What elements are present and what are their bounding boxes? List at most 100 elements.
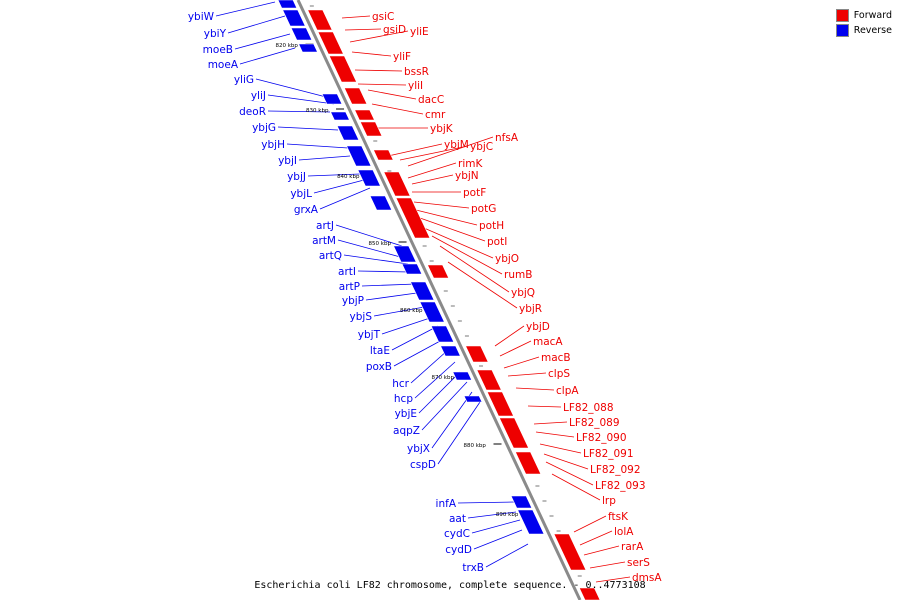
gene-label-trxB[interactable]: trxB <box>462 562 484 574</box>
reverse-gene-block[interactable] <box>336 125 360 141</box>
forward-gene-block[interactable] <box>427 264 450 279</box>
legend-item-reverse[interactable]: Reverse <box>835 23 892 38</box>
forward-gene-block[interactable] <box>307 9 333 31</box>
reverse-gene-block[interactable] <box>510 495 533 509</box>
reverse-gene-block[interactable] <box>393 245 417 263</box>
reverse-gene-block[interactable] <box>410 281 435 301</box>
forward-gene-block[interactable] <box>498 417 530 449</box>
reverse-gene-block[interactable] <box>369 195 393 211</box>
gene-label-ybjS[interactable]: ybjS <box>350 311 373 323</box>
gene-label-yliJ[interactable]: yliJ <box>251 90 266 102</box>
gene-label-artP[interactable]: artP <box>339 281 360 293</box>
gene-label-LF82_088[interactable]: LF82_088 <box>563 402 614 414</box>
gene-label-LF82_093[interactable]: LF82_093 <box>595 480 646 492</box>
gene-label-yliG[interactable]: yliG <box>234 74 254 86</box>
reverse-gene-block[interactable] <box>298 43 318 53</box>
forward-gene-block[interactable] <box>383 171 411 197</box>
gene-label-nfsA[interactable]: nfsA <box>495 132 519 144</box>
reverse-gene-block[interactable] <box>430 325 455 343</box>
legend-item-forward[interactable]: Forward <box>835 8 892 23</box>
gene-label-yliE[interactable]: yliE <box>410 26 429 38</box>
forward-gene-block[interactable] <box>553 533 587 571</box>
forward-gene-block[interactable] <box>328 55 358 83</box>
gene-label-ybjP[interactable]: ybjP <box>342 295 364 307</box>
gene-label-LF82_089[interactable]: LF82_089 <box>569 417 620 429</box>
forward-gene-block[interactable] <box>354 109 375 121</box>
gene-label-cmr[interactable]: cmr <box>425 109 446 121</box>
gene-label-lrp[interactable]: lrp <box>602 495 616 507</box>
reverse-gene-block[interactable] <box>419 301 445 323</box>
gene-label-lolA[interactable]: lolA <box>614 526 634 538</box>
gene-label-ybiY[interactable]: ybiY <box>204 28 227 40</box>
gene-label-rarA[interactable]: rarA <box>621 541 644 553</box>
reverse-gene-block[interactable] <box>321 93 343 105</box>
gene-label-cspD[interactable]: cspD <box>410 459 436 471</box>
gene-label-dmsA[interactable]: dmsA <box>632 572 662 584</box>
gene-label-potH[interactable]: potH <box>479 220 504 232</box>
gene-label-ybjE[interactable]: ybjE <box>395 408 417 420</box>
gene-label-ybjR[interactable]: ybjR <box>519 303 542 315</box>
gene-label-hcr[interactable]: hcr <box>392 378 409 390</box>
reverse-gene-block[interactable] <box>452 371 473 381</box>
gene-label-ybjT[interactable]: ybjT <box>358 329 381 341</box>
gene-label-gsiC[interactable]: gsiC <box>372 11 394 23</box>
reverse-gene-block[interactable] <box>463 395 483 403</box>
gene-label-ybjO[interactable]: ybjO <box>495 253 519 265</box>
forward-gene-block[interactable] <box>486 391 514 417</box>
gene-label-ybjK[interactable]: ybjK <box>430 123 454 135</box>
gene-label-macB[interactable]: macB <box>541 352 571 364</box>
gene-label-ybjD[interactable]: ybjD <box>526 321 550 333</box>
gene-label-dacC[interactable]: dacC <box>418 94 444 106</box>
gene-label-LF82_091[interactable]: LF82_091 <box>583 448 634 460</box>
gene-label-ltaE[interactable]: ltaE <box>370 345 390 357</box>
gene-label-ybiW[interactable]: ybiW <box>188 11 215 23</box>
gene-label-artI[interactable]: artI <box>338 266 356 278</box>
gene-label-clpS[interactable]: clpS <box>548 368 570 380</box>
reverse-gene-block[interactable] <box>277 0 298 9</box>
reverse-gene-block[interactable] <box>357 169 381 187</box>
gene-label-rimK[interactable]: rimK <box>458 158 483 170</box>
gene-label-infA[interactable]: infA <box>436 498 457 510</box>
gene-label-yliI[interactable]: yliI <box>408 80 423 92</box>
gene-label-LF82_092[interactable]: LF82_092 <box>590 464 641 476</box>
gene-label-cydD[interactable]: cydD <box>445 544 472 556</box>
gene-label-deoR[interactable]: deoR <box>239 106 266 118</box>
reverse-gene-block[interactable] <box>330 111 350 121</box>
gene-label-artQ[interactable]: artQ <box>319 250 342 262</box>
forward-gene-block[interactable] <box>373 149 394 161</box>
gene-label-rumB[interactable]: rumB <box>504 269 532 281</box>
gene-label-poxB[interactable]: poxB <box>366 361 392 373</box>
gene-label-ybjQ[interactable]: ybjQ <box>511 287 535 299</box>
gene-label-aat[interactable]: aat <box>449 513 466 525</box>
gene-label-ybjJ[interactable]: ybjJ <box>287 171 306 183</box>
gene-label-ybjN[interactable]: ybjN <box>455 170 479 182</box>
gene-label-ybjC[interactable]: ybjC <box>470 141 493 153</box>
gene-label-cydC[interactable]: cydC <box>444 528 470 540</box>
forward-gene-block[interactable] <box>359 121 383 137</box>
gene-label-bssR[interactable]: bssR <box>404 66 429 78</box>
reverse-gene-block[interactable] <box>401 263 423 275</box>
gene-label-moeA[interactable]: moeA <box>208 59 239 71</box>
gene-label-clpA[interactable]: clpA <box>556 385 579 397</box>
gene-label-potI[interactable]: potI <box>487 236 507 248</box>
gene-label-ybjX[interactable]: ybjX <box>407 443 430 455</box>
gene-label-potF[interactable]: potF <box>463 187 486 199</box>
forward-gene-block[interactable] <box>465 345 489 363</box>
forward-gene-block[interactable] <box>317 31 344 55</box>
gene-label-aqpZ[interactable]: aqpZ <box>393 425 420 437</box>
forward-gene-block[interactable] <box>395 197 431 239</box>
forward-gene-block[interactable] <box>343 87 368 105</box>
forward-gene-block[interactable] <box>578 587 601 600</box>
forward-gene-block[interactable] <box>514 451 542 475</box>
gene-label-ybjG[interactable]: ybjG <box>252 122 276 134</box>
gene-label-LF82_090[interactable]: LF82_090 <box>576 432 627 444</box>
reverse-gene-block[interactable] <box>517 509 545 535</box>
gene-label-potG[interactable]: potG <box>471 203 496 215</box>
reverse-gene-block[interactable] <box>346 145 372 167</box>
gene-label-moeB[interactable]: moeB <box>203 44 233 56</box>
gene-label-ybjM[interactable]: ybjM <box>444 139 469 151</box>
gene-label-gsiD[interactable]: gsiD <box>383 24 406 36</box>
gene-label-ftsK[interactable]: ftsK <box>608 511 629 523</box>
gene-label-serS[interactable]: serS <box>627 557 650 569</box>
reverse-gene-block[interactable] <box>282 9 306 27</box>
